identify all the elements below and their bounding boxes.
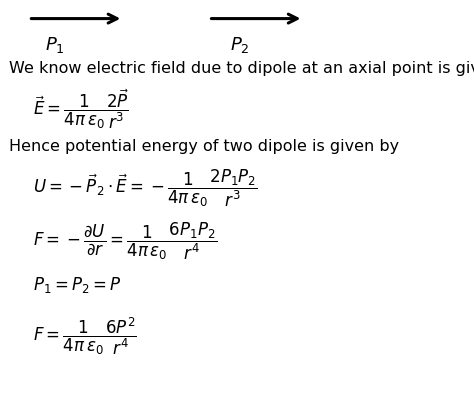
Text: $F = -\dfrac{\partial U}{\partial r} = \dfrac{1}{4\pi\, \epsilon_0} \dfrac{6P_1P: $F = -\dfrac{\partial U}{\partial r} = \… <box>33 221 218 262</box>
Text: Hence potential energy of two dipole is given by: Hence potential energy of two dipole is … <box>9 139 400 154</box>
Text: $P_1 = P_2 = P$: $P_1 = P_2 = P$ <box>33 275 122 295</box>
Text: $P_1$: $P_1$ <box>45 35 64 55</box>
Text: $U = -\vec{P}_2 \cdot \vec{E} = -\dfrac{1}{4\pi\, \epsilon_0} \dfrac{2P_1P_2}{r^: $U = -\vec{P}_2 \cdot \vec{E} = -\dfrac{… <box>33 167 258 209</box>
Text: We know electric field due to dipole at an axial point is given by: We know electric field due to dipole at … <box>9 61 474 76</box>
Text: $F = \dfrac{1}{4\pi\, \epsilon_0} \dfrac{6P^2}{r^4}$: $F = \dfrac{1}{4\pi\, \epsilon_0} \dfrac… <box>33 316 137 357</box>
Text: $P_2$: $P_2$ <box>229 35 249 55</box>
Text: $\vec{E} = \dfrac{1}{4\pi\, \epsilon_0} \dfrac{2\vec{P}}{r^3}$: $\vec{E} = \dfrac{1}{4\pi\, \epsilon_0} … <box>33 88 129 131</box>
